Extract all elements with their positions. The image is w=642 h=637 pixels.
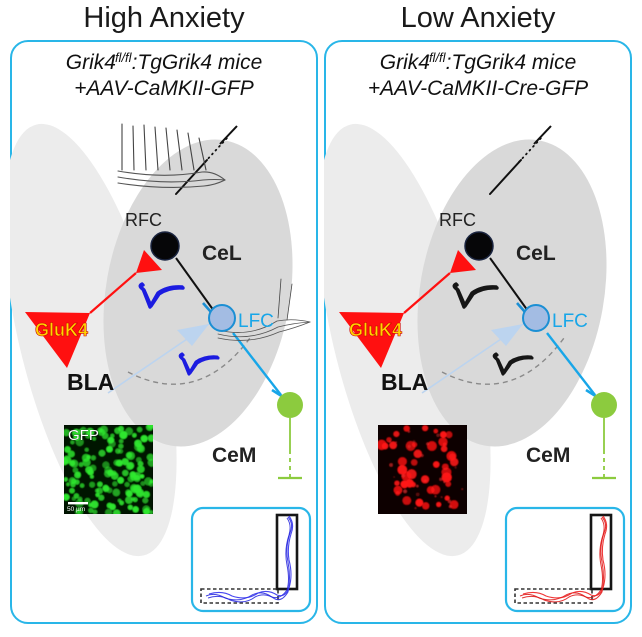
- svg-text:BLA: BLA: [67, 369, 114, 395]
- svg-text:CeL: CeL: [516, 242, 556, 265]
- svg-text:GFP: GFP: [68, 427, 99, 444]
- svg-text:LFC: LFC: [238, 311, 274, 332]
- svg-text:RFC: RFC: [439, 210, 476, 230]
- svg-text:BLA: BLA: [381, 369, 428, 395]
- svg-text:LFC: LFC: [552, 311, 588, 332]
- svg-text:CeM: CeM: [526, 444, 570, 467]
- svg-text:CeM: CeM: [212, 444, 256, 467]
- svg-text:RFC: RFC: [125, 210, 162, 230]
- svg-text:50 µm: 50 µm: [67, 506, 85, 513]
- svg-text:CeL: CeL: [202, 242, 242, 265]
- svg-text:GluK4: GluK4: [349, 320, 402, 340]
- svg-text:GluK4: GluK4: [35, 320, 88, 340]
